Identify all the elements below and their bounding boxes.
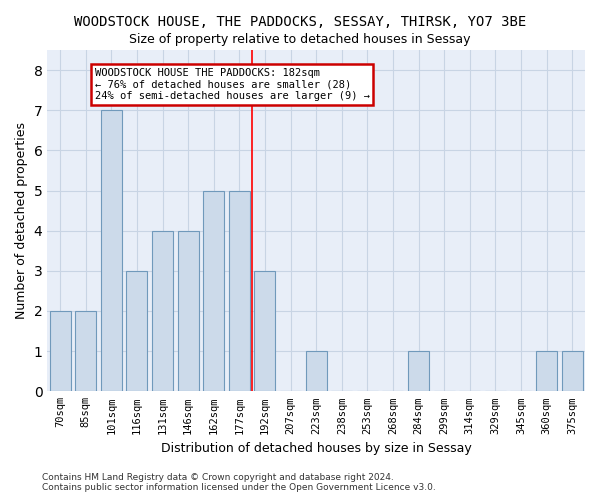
Bar bbox=[75, 311, 96, 392]
Bar bbox=[408, 351, 429, 392]
Text: WOODSTOCK HOUSE, THE PADDOCKS, SESSAY, THIRSK, YO7 3BE: WOODSTOCK HOUSE, THE PADDOCKS, SESSAY, T… bbox=[74, 15, 526, 29]
Bar bbox=[562, 351, 583, 392]
Text: WOODSTOCK HOUSE THE PADDOCKS: 182sqm
← 76% of detached houses are smaller (28)
2: WOODSTOCK HOUSE THE PADDOCKS: 182sqm ← 7… bbox=[95, 68, 370, 102]
Text: Size of property relative to detached houses in Sessay: Size of property relative to detached ho… bbox=[129, 32, 471, 46]
Bar bbox=[536, 351, 557, 392]
Bar bbox=[178, 230, 199, 392]
Bar bbox=[203, 190, 224, 392]
Bar bbox=[101, 110, 122, 392]
Bar bbox=[152, 230, 173, 392]
Bar bbox=[127, 271, 148, 392]
Y-axis label: Number of detached properties: Number of detached properties bbox=[15, 122, 28, 319]
Bar bbox=[50, 311, 71, 392]
Bar bbox=[305, 351, 326, 392]
Bar bbox=[229, 190, 250, 392]
X-axis label: Distribution of detached houses by size in Sessay: Distribution of detached houses by size … bbox=[161, 442, 472, 455]
Text: Contains HM Land Registry data © Crown copyright and database right 2024.
Contai: Contains HM Land Registry data © Crown c… bbox=[42, 473, 436, 492]
Bar bbox=[254, 271, 275, 392]
